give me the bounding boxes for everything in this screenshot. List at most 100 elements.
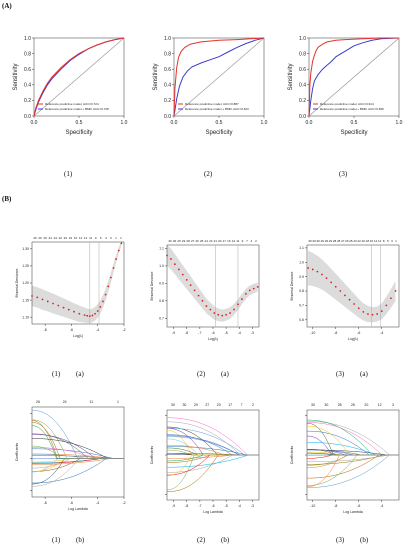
path-caption-1-sub: (b)	[76, 536, 85, 544]
coefficient-path	[306, 454, 399, 488]
deviance-point	[241, 298, 243, 300]
coefficient-path	[307, 449, 399, 456]
top-count-label: 11	[236, 239, 239, 243]
coefficient-path	[32, 453, 124, 459]
deviance-point	[88, 315, 91, 318]
deviance-point	[229, 312, 231, 314]
deviance-point	[99, 306, 102, 308]
cv-caption-2-num: (2)	[197, 370, 206, 378]
roc-curve-red	[33, 37, 125, 117]
top-count-label: 17	[223, 239, 227, 243]
y-axis-label: Binomial Deviance	[290, 271, 294, 300]
coefficient-path	[167, 434, 259, 456]
y-tick-label: 0.7	[299, 304, 304, 308]
legend-entry: Reference predictive model + BMR, AUC=0.…	[45, 107, 109, 111]
y-tick-label: 1.0	[24, 36, 31, 42]
x-tick-label: 0.0	[306, 120, 313, 126]
y-tick-label: 1.15	[22, 298, 29, 302]
y-tick-label: 1.0	[164, 36, 171, 42]
top-count-label: 18	[366, 239, 370, 243]
deviance-point	[362, 310, 365, 313]
x-tick-label: 1.0	[261, 120, 268, 126]
deviance-point	[102, 300, 104, 303]
coefficient-path	[32, 434, 124, 459]
x-tick-label: -8	[334, 331, 337, 335]
x-tick-label: -8	[334, 504, 337, 508]
y-axis-label: Coefficients	[15, 443, 19, 461]
roc-curve-blue	[308, 37, 400, 117]
y-tick-label: 0.4	[164, 83, 171, 89]
top-count-label: 24	[49, 236, 53, 240]
coefficient-path	[306, 442, 399, 456]
top-count-label: 30	[173, 239, 177, 243]
y-tick-label: 0.8	[299, 289, 304, 293]
path-caption-1-num: (1)	[52, 536, 61, 544]
top-count-label: 29	[177, 239, 181, 243]
coefficient-path	[31, 438, 124, 459]
top-count-label: 30	[308, 239, 312, 243]
y-tick-label: 0.8	[299, 51, 306, 57]
x-tick-label: 0.5	[351, 120, 358, 126]
top-count-label: 22	[59, 236, 63, 240]
top-count-label: 9	[242, 239, 244, 243]
x-tick-label: -5	[225, 331, 228, 335]
top-count-label: 25	[349, 239, 353, 243]
coefficient-path	[167, 449, 259, 456]
path-caption-3-num: (3)	[336, 536, 345, 544]
x-axis-label: Log Lambda	[343, 510, 363, 514]
coefficient-path	[167, 454, 259, 468]
roc-caption-1: (1)	[64, 170, 73, 178]
x-tick-label: 0.5	[76, 120, 83, 126]
deviance-point	[217, 313, 220, 316]
deviance-point	[109, 276, 112, 279]
top-count-label: 28	[338, 403, 342, 407]
deviance-point	[91, 314, 94, 317]
y-tick-label: 0.4	[299, 83, 306, 89]
coef-path-chart-3: -10 -8 -6 -4 30 30 28 26 20 12 3 Log Lambda Coeffici…	[290, 403, 400, 514]
deviance-point	[225, 313, 228, 316]
coefficient-path	[166, 438, 259, 456]
top-count-label: 20	[362, 239, 366, 243]
x-tick-label: -6	[70, 328, 73, 332]
top-count-label: 7	[241, 403, 243, 407]
x-tick-label: 0.0	[31, 120, 38, 126]
diagonal-reference-line	[308, 37, 400, 117]
diagonal-reference-line	[33, 37, 125, 117]
deviance-point	[213, 312, 216, 314]
deviance-point	[353, 303, 356, 305]
top-count-label: 24	[205, 239, 209, 243]
path-caption-3-sub: (b)	[360, 536, 369, 544]
deviance-point	[78, 312, 81, 315]
y-tick-label: 1.0	[159, 264, 164, 268]
coefficient-path	[31, 458, 124, 487]
x-tick-label: -6	[357, 504, 360, 508]
y-tick-label: 0.8	[159, 299, 164, 303]
coefficient-path	[307, 454, 399, 459]
top-count-label: 12	[84, 236, 88, 240]
coefficient-path	[32, 458, 124, 464]
top-count-label: 4	[105, 236, 107, 240]
deviance-point	[252, 287, 255, 290]
deviance-point	[166, 254, 168, 257]
y-tick-label: 0.8	[164, 51, 171, 57]
section-label-a: (A)	[2, 2, 12, 10]
coefficient-path	[167, 435, 259, 456]
top-count-label: 16	[74, 236, 78, 240]
deviance-point	[201, 299, 204, 302]
top-count-label: 3	[392, 403, 394, 407]
top-count-label: 11	[90, 400, 94, 404]
roc-chart-2: 0.0 0.5 1.0 0.0 0.2 0.4 0.6 0.8 1.0 Specificity Se…	[153, 36, 268, 136]
y-tick-label: 0.6	[299, 318, 304, 322]
coefficient-path	[32, 458, 124, 473]
cv-caption-3-num: (3)	[336, 370, 345, 378]
y-tick-label: 1.20	[22, 281, 29, 285]
coefficient-path	[306, 454, 399, 486]
deviance-point	[83, 314, 86, 317]
top-count-label: 14	[232, 239, 236, 243]
top-count-label: 14	[374, 239, 378, 243]
deviance-point	[112, 267, 115, 269]
top-count-label: 17	[228, 403, 232, 407]
top-count-label: 25	[200, 239, 204, 243]
